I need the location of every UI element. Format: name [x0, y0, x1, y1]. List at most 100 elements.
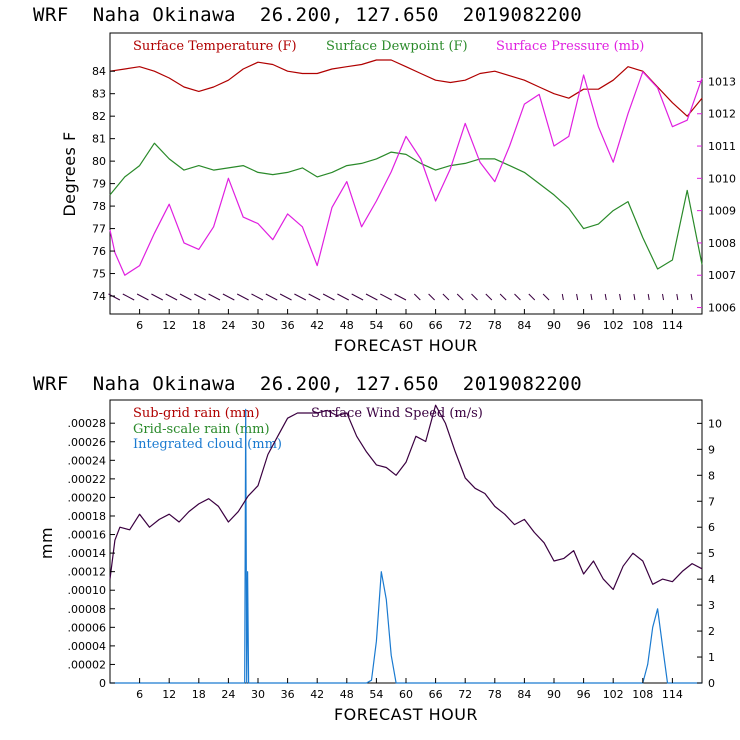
- wind-speed-line: [109, 404, 703, 591]
- y-tick-label: 84: [92, 65, 106, 78]
- wind-barb: [442, 293, 450, 301]
- y-tick-label: 83: [92, 88, 106, 101]
- y-tick-label: .00004: [68, 640, 107, 653]
- legend-subgrid-rain: Sub-grid rain (mm): [133, 406, 260, 421]
- pressure-line: [109, 71, 703, 276]
- y-tick-label: .00028: [68, 417, 107, 430]
- wind-barb: [485, 293, 493, 301]
- y-tick-label: 81: [92, 133, 106, 146]
- x-tick-label: 78: [488, 688, 502, 701]
- wind-barb: [337, 293, 350, 301]
- x-tick-label: 60: [399, 688, 413, 701]
- y-tick-label: .00012: [68, 566, 107, 579]
- y2-tick-label: 1013: [708, 75, 736, 88]
- wind-barb: [676, 293, 679, 301]
- wind-barb: [265, 293, 278, 301]
- y-tick-label: 82: [92, 110, 106, 123]
- wind-barb: [471, 293, 478, 301]
- wind-barb: [456, 293, 464, 301]
- wind-barb: [236, 293, 249, 301]
- x-tick-label: 96: [577, 319, 591, 332]
- bottom-chart-title: WRF Naha Okinawa 26.200, 127.650 2019082…: [33, 373, 582, 395]
- wind-barb: [576, 293, 579, 301]
- top-y-axis-label: Degrees F: [60, 131, 79, 216]
- wind-barb: [499, 293, 507, 301]
- y2-tick-label: 10: [708, 417, 722, 430]
- x-tick-label: 90: [547, 319, 561, 332]
- x-tick-label: 12: [162, 688, 176, 701]
- wind-barb: [633, 293, 636, 301]
- x-tick-label: 18: [192, 688, 206, 701]
- wind-barb: [294, 293, 307, 301]
- y-tick-label: .00016: [68, 529, 107, 542]
- bottom-y2-ticks: 0 1 2 3 4 5 6 7 8 9 10: [697, 417, 722, 690]
- wind-barb: [690, 293, 693, 301]
- y2-tick-label: 0: [708, 677, 715, 690]
- y2-tick-label: 3: [708, 599, 715, 612]
- y2-tick-label: 1: [708, 651, 715, 664]
- wind-barb: [308, 293, 321, 301]
- wind-barb: [179, 293, 192, 301]
- wind-barb: [542, 293, 550, 301]
- y2-tick-label: 1006: [708, 302, 736, 315]
- x-tick-label: 114: [662, 688, 683, 701]
- x-tick-label: 60: [399, 319, 413, 332]
- x-tick-label: 108: [632, 688, 653, 701]
- wind-barb: [619, 293, 622, 301]
- y-tick-label: 74: [92, 290, 106, 303]
- y2-tick-label: 9: [708, 443, 715, 456]
- y2-tick-label: 6: [708, 521, 715, 534]
- y-tick-label: 0: [99, 677, 106, 690]
- top-plot-frame: [109, 32, 703, 315]
- x-tick-label: 72: [458, 319, 472, 332]
- y2-tick-label: 1011: [708, 140, 736, 153]
- x-tick-label: 12: [162, 319, 176, 332]
- y-tick-label: .00010: [68, 584, 107, 597]
- x-tick-label: 42: [310, 319, 324, 332]
- y-tick-label: 80: [92, 155, 106, 168]
- wind-barb: [108, 293, 121, 301]
- y2-tick-label: 1012: [708, 108, 736, 121]
- x-tick-label: 24: [221, 688, 235, 701]
- top-y2-ticks: 1006 1007 1008 1009 1010 1011 1012 1013: [697, 75, 736, 315]
- y-tick-label: 76: [92, 245, 106, 258]
- y2-tick-label: 1007: [708, 269, 736, 282]
- x-tick-label: 6: [136, 319, 143, 332]
- wind-barb: [194, 293, 206, 301]
- temperature-line: [109, 59, 703, 117]
- y-tick-label: .00002: [68, 658, 107, 671]
- x-tick-label: 48: [340, 688, 354, 701]
- y2-tick-label: 7: [708, 495, 715, 508]
- top-series: [109, 59, 703, 276]
- precip-wind-panel: WRF Naha Okinawa 26.200, 127.650 2019082…: [33, 373, 722, 724]
- wind-barb: [647, 293, 650, 301]
- wind-barb: [561, 293, 564, 301]
- x-tick-label: 102: [603, 688, 624, 701]
- x-tick-label: 24: [221, 319, 235, 332]
- wind-barb: [279, 293, 292, 301]
- top-x-axis-label: FORECAST HOUR: [334, 336, 478, 355]
- x-tick-label: 66: [429, 319, 443, 332]
- x-tick-label: 102: [603, 319, 624, 332]
- bottom-x-ticks: 6 12 18 24 30 36 42 48 54 60 66 72 78 84 90 96 102 108 114: [136, 678, 683, 701]
- x-tick-label: 18: [192, 319, 206, 332]
- legend-wind-speed: Surface Wind Speed (m/s): [311, 406, 483, 421]
- wind-barb: [528, 293, 536, 301]
- y-tick-label: .00026: [68, 436, 107, 449]
- x-tick-label: 6: [136, 688, 143, 701]
- x-tick-label: 108: [632, 319, 653, 332]
- x-tick-label: 36: [281, 688, 295, 701]
- y2-tick-label: 1009: [708, 205, 736, 218]
- y-tick-label: .00018: [68, 510, 107, 523]
- wind-barb: [151, 293, 164, 301]
- top-x-ticks: 6 12 18 24 30 36 42 48 54 60 66 72 78 84 90 96 102 108 114: [136, 309, 683, 332]
- legend-temperature: Surface Temperature (F): [133, 39, 297, 54]
- legend-integrated-cloud: Integrated cloud (mm): [133, 437, 282, 452]
- x-tick-label: 114: [662, 319, 683, 332]
- x-tick-label: 66: [429, 688, 443, 701]
- y-tick-label: .00024: [68, 454, 107, 467]
- x-tick-label: 48: [340, 319, 354, 332]
- y-tick-label: .00020: [68, 491, 107, 504]
- wind-barb: [136, 293, 149, 301]
